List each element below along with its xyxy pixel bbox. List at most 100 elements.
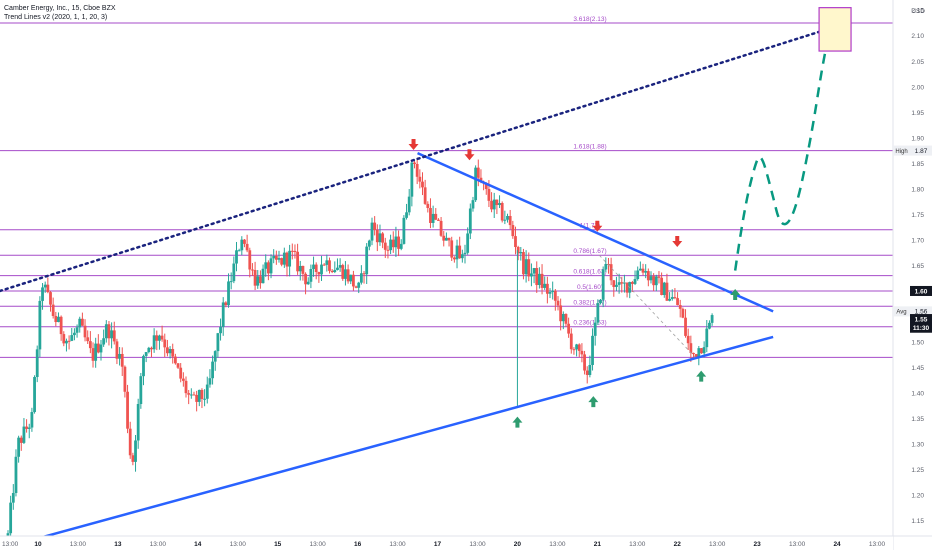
candle-body [522,252,525,275]
candle-body [644,271,648,273]
candle-body [261,268,265,284]
candle-body [678,305,682,309]
fib-level-label: 1(1.72) [580,223,601,230]
candle-body [115,341,119,359]
candle-body [630,282,634,284]
candle-body [670,297,674,299]
candle-body [543,283,547,288]
candle-body [638,268,642,271]
candle-body [75,327,79,333]
price-tick-label: 1.50 [911,340,924,347]
candle-body [402,217,406,244]
candle-body [134,440,137,462]
candle-body [163,339,167,348]
candle-body [49,292,52,305]
fib-level-label: 0.786(1.67) [573,248,606,255]
candle-body [405,212,408,218]
time-tick-label: 21 [594,541,602,548]
candle-body [349,274,353,282]
time-tick-label: 13:00 [2,541,19,548]
candle-body [506,215,509,220]
candle-body [245,243,249,251]
time-tick-label: 13:00 [629,541,646,548]
candle-body [662,282,666,296]
candle-body [290,250,294,252]
candle-body [370,222,374,241]
candle-body [649,276,653,281]
signal-markers [408,139,741,428]
candle-body [309,268,313,282]
candle-body [22,426,26,443]
candle-body [99,344,103,353]
candle-body [14,456,18,493]
candle-body [615,284,618,287]
price-label-tag: Avg [896,310,906,316]
candle-body [112,330,116,342]
candle-body [524,259,528,275]
price-tick-label: 1.65 [911,263,924,270]
candle-body [136,404,140,441]
candle-body [184,380,188,394]
candle-body [35,349,39,378]
fib-level-label: 0.236(1.53) [573,320,606,327]
candle-body [78,318,82,328]
price-label-tag-bg [893,306,910,317]
candle-body [274,255,278,260]
candle-body [439,220,443,236]
time-tick-label: 22 [674,541,682,548]
candle-body [306,281,310,285]
candle-body [59,316,63,335]
candle-body [94,343,98,361]
time-tick-label: 13:00 [389,541,406,548]
candle-body [665,282,669,301]
candle-body [251,269,254,271]
candle-body [176,363,180,368]
candle-body [585,370,589,375]
candle-body [588,364,592,375]
candle-body [200,389,204,399]
fib-level-label: 0.5(1.60) [577,284,603,291]
price-tick-label: 1.20 [911,493,924,500]
price-tick-label: 1.30 [911,442,924,449]
candle-body [57,316,60,323]
candle-body [514,236,517,248]
candle-body [150,347,153,350]
candle-body [431,213,435,223]
candle-body [301,265,305,274]
candle-body [123,366,127,392]
time-tick-label: 13:00 [150,541,167,548]
trend-line-upper-channel [0,24,841,293]
arrow-up-icon [730,288,741,300]
candle-body [195,394,199,402]
candle-body [673,297,677,299]
candle-body [604,263,608,270]
price-tick-label: 1.80 [911,186,924,193]
retracement-line [599,254,696,358]
candle-body [447,237,451,241]
time-axis[interactable]: 13:00 10 13:00 13 13:00 14 13:00 15 13:00 16 13:00… [0,535,932,550]
time-tick-label: 16 [354,541,362,548]
candle-body [203,398,207,400]
candle-body [304,273,307,285]
candle-body [9,502,13,534]
candle-body [460,254,464,259]
arrow-up-icon [512,416,523,428]
candle-body [362,273,366,275]
candle-body [389,239,393,251]
candle-body [354,286,358,288]
candle-body [484,183,488,190]
price-axis[interactable]: USD1.151.201.251.301.351.401.451.501.551… [892,0,932,550]
fibonacci-levels: 3.618(2.13) 1.618(1.88) 1(1.72) 0.786(1.67)… [0,16,893,358]
time-tick-label: 13:00 [549,541,566,548]
candle-body [330,270,334,273]
candle-body [142,355,145,377]
time-tick-label: 13:00 [789,541,806,548]
candle-body [530,273,533,277]
candle-body [516,247,520,254]
candle-body [41,287,44,301]
candle-body [373,222,377,230]
candle-body [463,252,467,255]
candle-body [126,391,129,429]
